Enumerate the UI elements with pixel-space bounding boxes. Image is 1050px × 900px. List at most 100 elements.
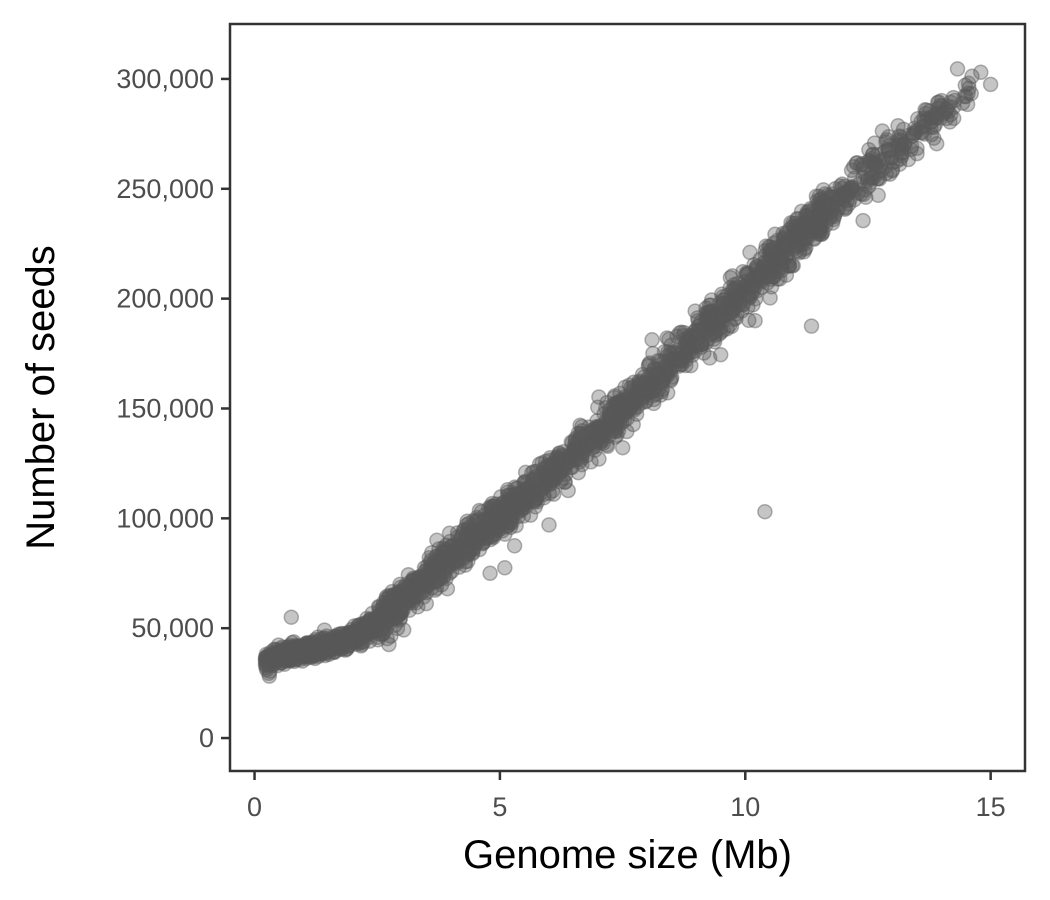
data-point (609, 408, 625, 424)
data-point (585, 439, 602, 455)
data-point (386, 589, 402, 606)
data-point (814, 226, 830, 242)
data-point (350, 633, 366, 650)
data-point (646, 360, 663, 377)
data-point (340, 638, 356, 654)
data-point (594, 422, 610, 439)
data-point (693, 333, 709, 350)
data-point (300, 643, 317, 660)
data-point (830, 192, 846, 208)
data-point (865, 169, 881, 186)
data-point (783, 229, 799, 246)
data-point (475, 535, 491, 552)
data-point (449, 525, 466, 541)
data-point (499, 505, 516, 522)
data-point (767, 263, 783, 279)
data-point (333, 635, 350, 651)
data-point (636, 368, 653, 385)
data-point (405, 570, 421, 587)
data-point (746, 270, 763, 287)
data-point (528, 490, 545, 506)
data-point (579, 436, 595, 453)
data-point (655, 369, 672, 385)
data-point (894, 148, 910, 164)
data-point (513, 488, 529, 505)
data-point (640, 383, 657, 400)
data-point (813, 190, 830, 207)
data-point (625, 393, 642, 410)
data-point (582, 423, 599, 439)
data-point (276, 647, 292, 663)
data-point (909, 145, 925, 162)
data-point (307, 650, 323, 667)
data-point (407, 576, 423, 593)
data-point (364, 617, 380, 634)
data-point (420, 558, 436, 574)
data-point (469, 523, 485, 540)
data-point (610, 394, 626, 410)
data-point (601, 428, 617, 444)
data-point (698, 300, 714, 316)
data-point (892, 137, 909, 153)
data-point (785, 241, 801, 257)
data-point (563, 449, 579, 465)
data-point (808, 208, 824, 224)
data-point (703, 325, 719, 342)
data-point (296, 640, 312, 657)
data-point (784, 257, 800, 274)
data-point (792, 237, 809, 253)
data-point (401, 585, 417, 602)
y-tick-label: 250,000 (116, 174, 214, 204)
data-point (516, 482, 532, 498)
data-point (423, 558, 439, 574)
data-point (644, 366, 661, 382)
data-point (297, 646, 313, 662)
data-point (877, 158, 894, 175)
data-point (482, 520, 498, 536)
data-point (326, 644, 343, 661)
data-point (487, 516, 504, 532)
data-point (436, 549, 453, 566)
data-point (502, 497, 519, 514)
data-point (579, 447, 595, 464)
data-point (551, 445, 567, 462)
data-point (497, 560, 513, 576)
data-point (607, 429, 623, 445)
data-point (500, 510, 517, 527)
data-point (746, 256, 762, 273)
data-point (822, 195, 839, 211)
data-point (722, 280, 739, 296)
data-point (563, 449, 580, 465)
data-point (712, 346, 729, 363)
data-point (326, 640, 343, 656)
data-point (702, 316, 718, 332)
data-point (298, 640, 314, 657)
data-point (264, 657, 281, 674)
data-point (822, 200, 839, 216)
data-point (726, 294, 742, 311)
data-point (361, 620, 377, 636)
data-point (726, 301, 742, 318)
data-point (527, 478, 544, 494)
data-point (300, 638, 317, 654)
data-point (549, 459, 565, 476)
data-point (788, 215, 804, 232)
data-point (593, 432, 609, 448)
data-point (423, 552, 439, 568)
data-point (822, 210, 838, 226)
data-point (422, 554, 439, 571)
data-point (312, 640, 329, 656)
data-point (357, 618, 373, 635)
data-point (629, 386, 646, 402)
data-point (747, 291, 764, 307)
data-point (468, 535, 485, 551)
y-tick-label: 0 (199, 723, 214, 753)
data-point (776, 231, 792, 248)
data-point (903, 141, 919, 158)
data-point (294, 653, 311, 669)
data-point (403, 588, 419, 604)
data-point (961, 80, 977, 96)
data-point (462, 523, 479, 540)
data-point (419, 573, 435, 589)
data-point (302, 643, 319, 659)
